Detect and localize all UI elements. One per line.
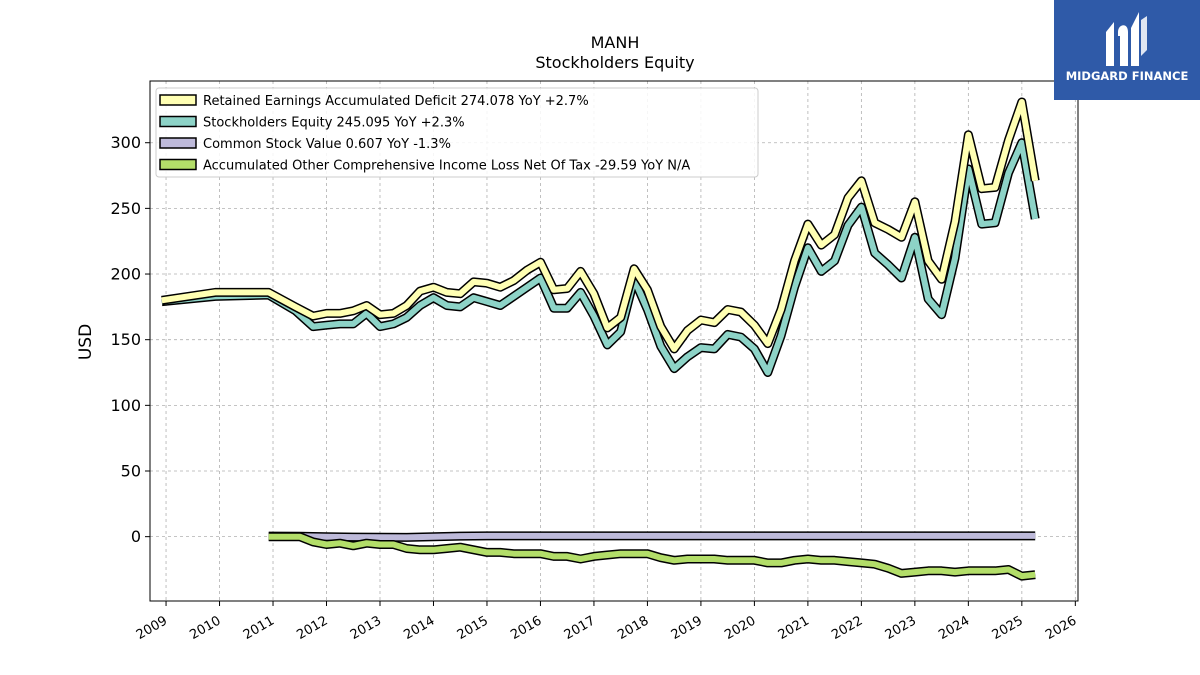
x-tick-label: 2012 bbox=[294, 613, 330, 643]
brand-logo: MIDGARD FINANCE bbox=[1054, 0, 1200, 100]
y-axis-ticks: 0 50 100 150 200 250 300 bbox=[110, 133, 150, 546]
series-line bbox=[268, 532, 1036, 541]
x-tick-label: 2019 bbox=[669, 613, 705, 643]
y-axis-label: USD bbox=[76, 324, 96, 360]
x-tick-label: 2011 bbox=[241, 613, 277, 643]
legend-swatch bbox=[159, 158, 197, 171]
series-line bbox=[268, 533, 1036, 580]
y-tick-label: 150 bbox=[110, 330, 141, 349]
y-tick-label: 300 bbox=[110, 133, 141, 152]
x-tick-label: 2024 bbox=[936, 613, 972, 643]
x-tick-label: 2022 bbox=[829, 613, 865, 643]
x-tick-label: 2016 bbox=[508, 613, 544, 643]
x-tick-label: 2017 bbox=[562, 613, 598, 643]
x-tick-label: 2026 bbox=[1043, 613, 1079, 643]
series-line bbox=[161, 139, 1039, 376]
x-tick-label: 2013 bbox=[348, 613, 384, 643]
y-tick-label: 100 bbox=[110, 396, 141, 415]
legend-label: Stockholders Equity 245.095 YoY +2.3% bbox=[203, 116, 465, 131]
brand-mark-icon bbox=[1106, 12, 1147, 66]
x-tick-label: 2021 bbox=[776, 613, 812, 643]
x-tick-label: 2025 bbox=[990, 613, 1026, 643]
x-axis-ticks: 2009 2010 2011 2012 2013 2014 2015 2016 2017 2018… bbox=[134, 601, 1079, 643]
x-tick-label: 2015 bbox=[455, 613, 491, 643]
y-tick-label: 200 bbox=[110, 265, 141, 284]
x-tick-label: 2018 bbox=[615, 613, 651, 643]
series-2 bbox=[268, 531, 1036, 542]
legend-frame bbox=[155, 87, 759, 178]
legend-label: Accumulated Other Comprehensive Income L… bbox=[203, 159, 690, 174]
series-layer bbox=[161, 97, 1040, 581]
series-3 bbox=[268, 532, 1036, 581]
x-tick-label: 2014 bbox=[401, 613, 437, 643]
legend: Retained Earnings Accumulated Deficit 27… bbox=[155, 87, 759, 178]
series-line bbox=[161, 99, 1039, 352]
x-tick-label: 2009 bbox=[134, 613, 170, 643]
legend-swatch bbox=[159, 137, 197, 149]
y-tick-label: 50 bbox=[121, 462, 141, 481]
brand-name: MIDGARD FINANCE bbox=[1065, 69, 1189, 83]
series-0 bbox=[161, 97, 1040, 354]
legend-swatch bbox=[159, 94, 197, 106]
plot-frame bbox=[149, 80, 1079, 602]
x-tick-label: 2023 bbox=[883, 613, 919, 643]
x-tick-label: 2010 bbox=[187, 613, 223, 643]
legend-label: Common Stock Value 0.607 YoY -1.3% bbox=[203, 137, 451, 152]
x-tick-label: 2020 bbox=[722, 613, 758, 643]
legend-label: Retained Earnings Accumulated Deficit 27… bbox=[203, 94, 589, 109]
chart-subtitle: Stockholders Equity bbox=[535, 53, 694, 72]
series-1 bbox=[161, 138, 1040, 377]
legend-swatch bbox=[159, 115, 197, 128]
chart-title: MANH bbox=[591, 33, 640, 52]
y-tick-label: 250 bbox=[110, 199, 141, 218]
y-tick-label: 0 bbox=[131, 527, 141, 546]
